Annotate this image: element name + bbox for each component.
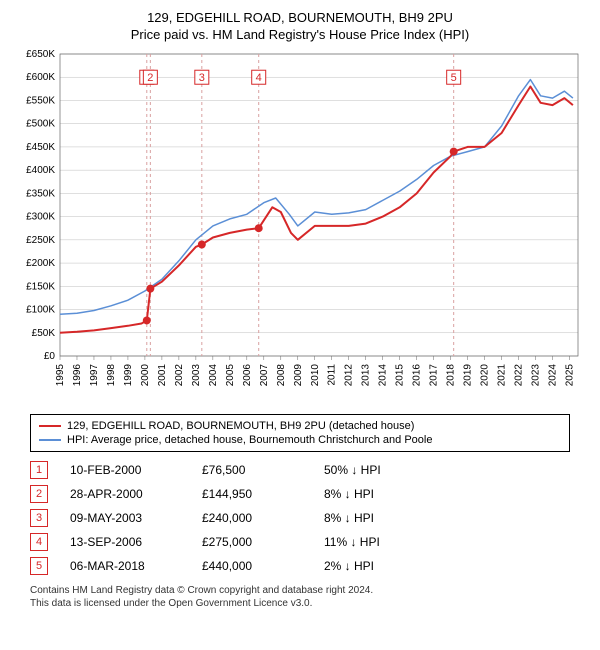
svg-text:2025: 2025	[565, 364, 576, 387]
svg-text:£450K: £450K	[26, 142, 55, 153]
svg-text:2000: 2000	[140, 364, 151, 387]
sale-number-badge: 4	[30, 533, 48, 551]
svg-text:1999: 1999	[123, 364, 134, 387]
page-subtitle: Price paid vs. HM Land Registry's House …	[10, 27, 590, 42]
svg-text:1998: 1998	[106, 364, 117, 387]
sale-delta: 50% ↓ HPI	[324, 463, 381, 477]
svg-text:2010: 2010	[310, 364, 321, 387]
svg-text:2016: 2016	[412, 364, 423, 387]
sale-number-badge: 2	[30, 485, 48, 503]
sale-price: £76,500	[202, 463, 302, 477]
svg-text:£500K: £500K	[26, 119, 55, 130]
svg-text:2024: 2024	[548, 364, 559, 387]
sale-price: £144,950	[202, 487, 302, 501]
sale-number-badge: 1	[30, 461, 48, 479]
sale-date: 28-APR-2000	[70, 487, 180, 501]
svg-text:2023: 2023	[531, 364, 542, 387]
sales-row: 1 10-FEB-2000 £76,500 50% ↓ HPI	[30, 458, 570, 482]
svg-text:£650K: £650K	[26, 49, 55, 60]
svg-text:5: 5	[451, 72, 457, 84]
svg-text:2003: 2003	[191, 364, 202, 387]
svg-text:1996: 1996	[72, 364, 83, 387]
svg-text:2020: 2020	[480, 364, 491, 387]
sale-delta: 2% ↓ HPI	[324, 559, 374, 573]
svg-text:4: 4	[256, 72, 262, 84]
page-title: 129, EDGEHILL ROAD, BOURNEMOUTH, BH9 2PU	[10, 10, 590, 25]
svg-text:1995: 1995	[55, 364, 66, 387]
svg-text:2004: 2004	[208, 364, 219, 387]
svg-text:£100K: £100K	[26, 305, 55, 316]
sale-date: 13-SEP-2006	[70, 535, 180, 549]
svg-text:2019: 2019	[463, 364, 474, 387]
svg-text:£250K: £250K	[26, 235, 55, 246]
sales-row: 3 09-MAY-2003 £240,000 8% ↓ HPI	[30, 506, 570, 530]
legend-row: 129, EDGEHILL ROAD, BOURNEMOUTH, BH9 2PU…	[39, 419, 561, 433]
svg-text:2005: 2005	[225, 364, 236, 387]
svg-text:£550K: £550K	[26, 95, 55, 106]
sale-number-badge: 5	[30, 557, 48, 575]
svg-text:2015: 2015	[395, 364, 406, 387]
svg-text:2001: 2001	[157, 364, 168, 387]
chart-area: £0 £50K £100K £150K £200K £250K £300K £350K £400…	[10, 46, 590, 406]
footer-attribution: Contains HM Land Registry data © Crown c…	[30, 584, 570, 610]
svg-text:2018: 2018	[446, 364, 457, 387]
sales-row: 2 28-APR-2000 £144,950 8% ↓ HPI	[30, 482, 570, 506]
legend-swatch	[39, 425, 61, 427]
svg-text:2008: 2008	[276, 364, 287, 387]
legend: 129, EDGEHILL ROAD, BOURNEMOUTH, BH9 2PU…	[30, 414, 570, 452]
sale-date: 10-FEB-2000	[70, 463, 180, 477]
svg-text:£350K: £350K	[26, 188, 55, 199]
svg-text:2021: 2021	[497, 364, 508, 387]
page-container: 129, EDGEHILL ROAD, BOURNEMOUTH, BH9 2PU…	[0, 0, 600, 650]
sales-table: 1 10-FEB-2000 £76,500 50% ↓ HPI 2 28-APR-2000…	[30, 458, 570, 578]
svg-text:2007: 2007	[259, 364, 270, 387]
sale-number-badge: 3	[30, 509, 48, 527]
legend-swatch	[39, 439, 61, 441]
svg-text:2: 2	[147, 72, 153, 84]
legend-row: HPI: Average price, detached house, Bour…	[39, 433, 561, 447]
footer-line-2: This data is licensed under the Open Gov…	[30, 597, 570, 610]
sale-price: £240,000	[202, 511, 302, 525]
svg-text:2009: 2009	[293, 364, 304, 387]
svg-text:1997: 1997	[89, 364, 100, 387]
legend-label: HPI: Average price, detached house, Bour…	[67, 434, 432, 446]
price-chart: £0 £50K £100K £150K £200K £250K £300K £350K £400…	[10, 46, 590, 406]
svg-text:£200K: £200K	[26, 258, 55, 269]
sale-date: 06-MAR-2018	[70, 559, 180, 573]
sales-row: 4 13-SEP-2006 £275,000 11% ↓ HPI	[30, 530, 570, 554]
svg-text:£0: £0	[44, 351, 56, 362]
svg-text:£400K: £400K	[26, 165, 55, 176]
sale-delta: 8% ↓ HPI	[324, 511, 374, 525]
svg-text:£150K: £150K	[26, 281, 55, 292]
legend-label: 129, EDGEHILL ROAD, BOURNEMOUTH, BH9 2PU…	[67, 420, 414, 432]
sale-delta: 8% ↓ HPI	[324, 487, 374, 501]
sales-row: 5 06-MAR-2018 £440,000 2% ↓ HPI	[30, 554, 570, 578]
header-block: 129, EDGEHILL ROAD, BOURNEMOUTH, BH9 2PU…	[10, 10, 590, 42]
svg-text:2022: 2022	[514, 364, 525, 387]
svg-text:2017: 2017	[429, 364, 440, 387]
footer-line-1: Contains HM Land Registry data © Crown c…	[30, 584, 570, 597]
svg-text:£300K: £300K	[26, 212, 55, 223]
svg-text:3: 3	[199, 72, 205, 84]
svg-text:£50K: £50K	[32, 328, 56, 339]
svg-text:2006: 2006	[242, 364, 253, 387]
svg-text:2002: 2002	[174, 364, 185, 387]
svg-text:£600K: £600K	[26, 72, 55, 83]
svg-text:2011: 2011	[327, 364, 338, 386]
sale-price: £275,000	[202, 535, 302, 549]
sale-delta: 11% ↓ HPI	[324, 535, 380, 549]
svg-text:2013: 2013	[361, 364, 372, 387]
sale-price: £440,000	[202, 559, 302, 573]
svg-text:2012: 2012	[344, 364, 355, 387]
sale-date: 09-MAY-2003	[70, 511, 180, 525]
svg-text:2014: 2014	[378, 364, 389, 387]
